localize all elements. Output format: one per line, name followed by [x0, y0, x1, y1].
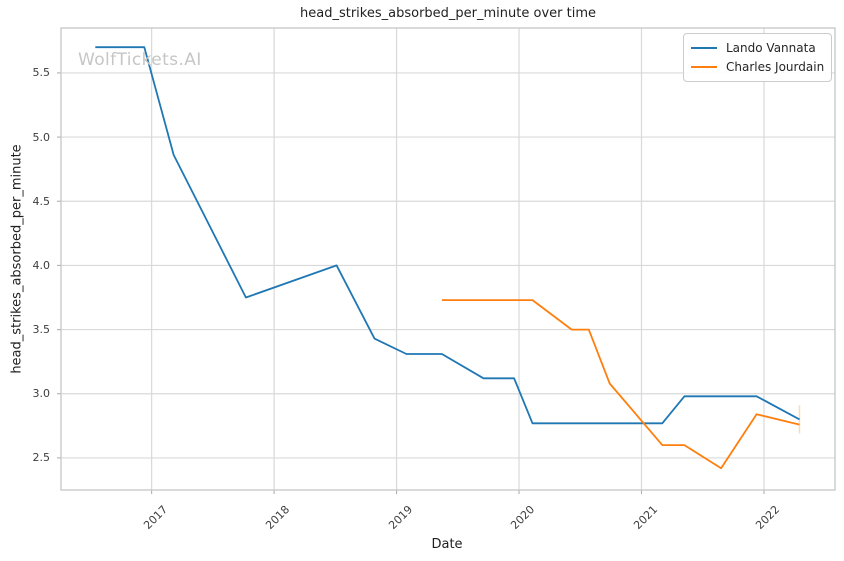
y-tick-label: 5.5	[32, 66, 51, 80]
chart-title: head_strikes_absorbed_per_minute over ti…	[300, 6, 596, 21]
watermark: WolfTickets.AI	[78, 50, 202, 70]
legend-label: Lando Vannata	[726, 40, 816, 55]
y-tick-label: 4.0	[32, 258, 51, 272]
legend-line-swatch	[691, 46, 717, 49]
series-line-charles-jourdain	[441, 299, 800, 470]
legend-entry: Lando Vannata	[691, 38, 823, 57]
legend-label: Charles Jourdain	[726, 59, 825, 74]
plot-border	[60, 27, 836, 491]
legend-line-swatch	[691, 65, 717, 68]
y-tick-label: 5.0	[32, 130, 51, 144]
series-line-lando-vannata	[95, 46, 800, 425]
legend: Lando Vannata Charles Jourdain	[683, 33, 832, 82]
y-tick-label: 3.0	[32, 387, 51, 401]
y-tick-label: 4.5	[32, 194, 51, 208]
legend-entry: Charles Jourdain	[691, 57, 825, 76]
x-axis-label: Date	[431, 537, 463, 552]
y-tick-label: 2.5	[32, 451, 51, 465]
y-tick-label: 3.5	[32, 323, 51, 337]
